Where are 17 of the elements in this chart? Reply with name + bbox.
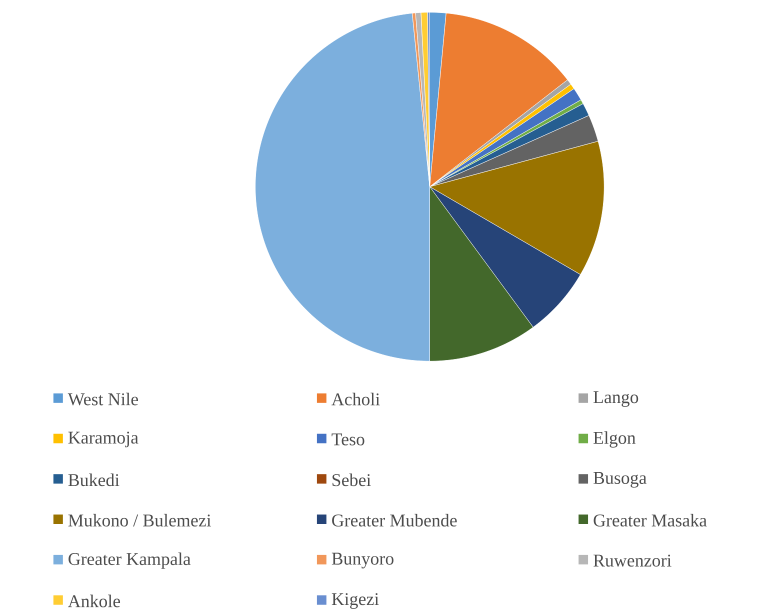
legend-label: Greater Mubende (332, 514, 457, 527)
legend-label: Bukedi (68, 474, 120, 486)
legend-label: Mukono / Bulemezi (68, 514, 212, 527)
legend-label: Elgon (593, 432, 636, 448)
legend-label: Ankole (68, 594, 120, 608)
legend-label: Sebei (332, 474, 371, 486)
legend-label: Busoga (593, 472, 647, 488)
legend-label: Bunyoro (332, 553, 394, 569)
legend-label: Greater Kampala (68, 552, 191, 569)
legend-label: West Nile (68, 392, 138, 406)
legend-label: Kigezi (332, 593, 379, 610)
legend-label: Greater Masaka (594, 514, 707, 527)
legend-label: Lango (593, 392, 638, 408)
legend-label: Karamoja (68, 432, 138, 448)
legend-label: Teso (332, 434, 364, 446)
legend-label: Ruwenzori (593, 554, 672, 567)
legend-label: Acholi (332, 393, 380, 406)
